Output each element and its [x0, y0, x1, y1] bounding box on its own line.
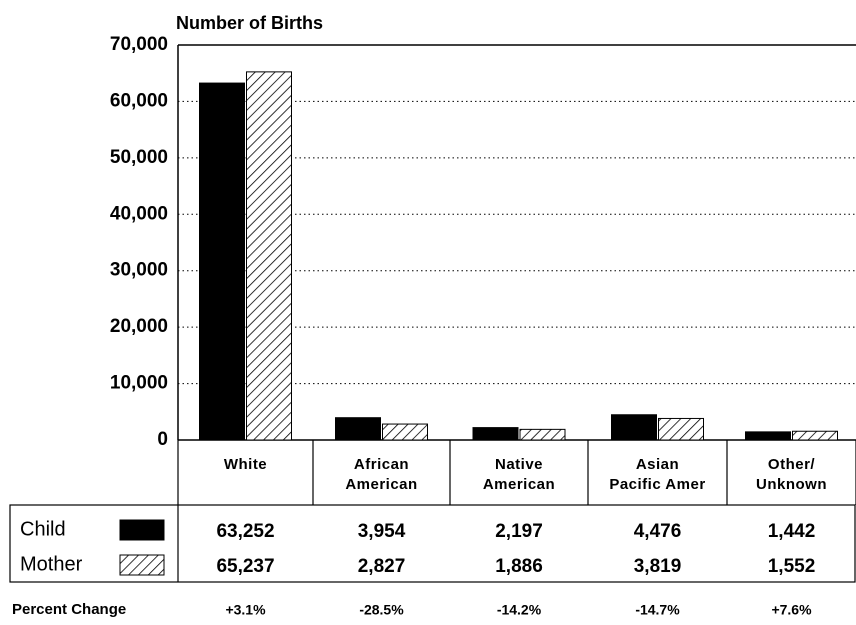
value-label: 1,886	[495, 556, 543, 577]
table-border	[9, 504, 856, 583]
y-tick-label: 70,000	[110, 34, 168, 55]
percent-change: -14.2%	[497, 602, 542, 618]
bar	[246, 71, 292, 441]
value-label: 2,827	[358, 556, 406, 577]
category-label: Other/Unknown	[756, 456, 827, 493]
legend-label: Mother	[20, 553, 83, 575]
category-label: Native American	[483, 456, 555, 493]
legend-swatch	[119, 519, 165, 541]
value-label: 3,819	[634, 556, 682, 577]
value-label: 65,237	[216, 556, 274, 577]
bar	[658, 417, 704, 441]
percent-change-label: Percent Change	[12, 601, 126, 618]
value-label: 3,954	[358, 521, 406, 542]
value-label: 1,552	[768, 556, 816, 577]
value-label: 63,252	[216, 521, 274, 542]
bar	[335, 417, 381, 441]
bar	[382, 423, 428, 441]
bar	[519, 428, 566, 441]
bar	[792, 430, 838, 441]
y-tick-label: 50,000	[110, 147, 168, 168]
legend-label: Child	[20, 518, 66, 540]
legend-swatch	[119, 554, 165, 576]
y-tick-label: 10,000	[110, 373, 168, 394]
y-tick-label: 40,000	[110, 203, 168, 224]
y-tick-label: 30,000	[110, 260, 168, 281]
percent-change: -28.5%	[359, 602, 404, 618]
y-tick-label: 60,000	[110, 90, 168, 111]
category-label: White	[224, 456, 267, 473]
bar	[199, 82, 245, 441]
percent-change: +7.6%	[771, 602, 812, 618]
bar	[611, 414, 657, 441]
percent-change: -14.7%	[635, 602, 680, 618]
y-tick-label: 20,000	[110, 316, 168, 337]
value-label: 4,476	[634, 521, 682, 542]
bar	[745, 431, 791, 441]
y-tick-label: 0	[157, 429, 168, 450]
percent-change: +3.1%	[225, 602, 266, 618]
category-label: African American	[345, 456, 417, 493]
chart-title: Number of Births	[176, 13, 323, 33]
value-label: 1,442	[768, 521, 816, 542]
value-label: 2,197	[495, 521, 543, 542]
bar	[472, 427, 519, 441]
category-label: Asian Pacific Amer	[609, 456, 705, 493]
